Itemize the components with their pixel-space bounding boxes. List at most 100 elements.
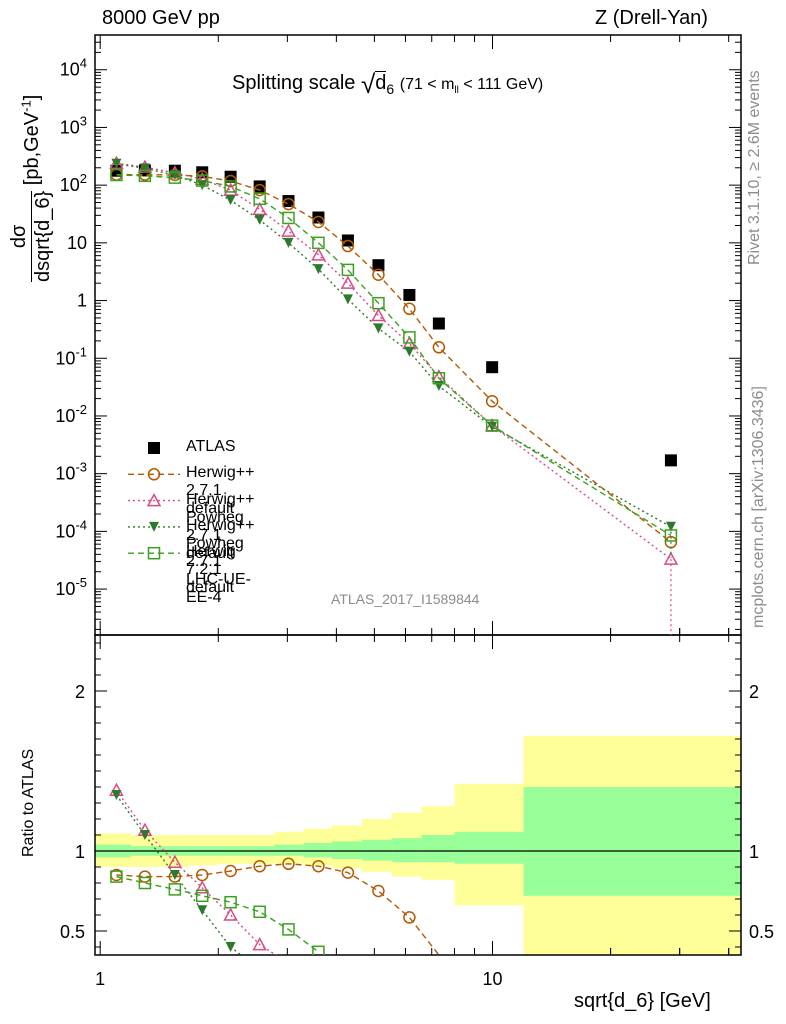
- marker-square-open: [168, 171, 182, 184]
- y-axis-label-ratio: Ratio to ATLAS: [20, 748, 37, 857]
- marker-square-open: [138, 169, 152, 183]
- ratio-plot-axes: 1 10 0.5 0.5 1 1 2 2: [60, 634, 774, 989]
- cut-text: (71 < m: [399, 76, 455, 93]
- marker-square-filled: [224, 170, 237, 183]
- marker-square-open: [664, 529, 678, 542]
- marker-square-filled: [282, 195, 295, 208]
- y-tick-exp: -3: [75, 460, 87, 475]
- marker-circle-open: [341, 239, 355, 253]
- ratio-y-tick-label-right: 2: [749, 682, 759, 702]
- ratio-series-line-1: [115, 789, 278, 955]
- ratio-frame: [94, 634, 742, 956]
- marker-square-open: [432, 372, 446, 385]
- y-tick-exp: -4: [75, 517, 87, 532]
- y-tick-label: 10: [67, 233, 87, 253]
- marker-square-open: [485, 419, 499, 432]
- marker-triangle-filled: [254, 214, 265, 225]
- ratio-y-tick-label-right: 0.5: [749, 922, 774, 942]
- ratio-y-tick-label: 1: [75, 842, 85, 862]
- y-tick-label: 10-4: [55, 517, 87, 541]
- band-inner: [523, 787, 741, 896]
- y-label-denominator: dsqrt{d_6}: [32, 190, 54, 282]
- marker-circle-open: [312, 215, 325, 229]
- marker-square-open: [253, 905, 266, 919]
- legend-label-h271: Herwig++ 2.7.1 default: [186, 464, 255, 518]
- marker-square-open: [403, 331, 416, 344]
- cut-sub: ll: [454, 85, 459, 97]
- marker-square-filled: [372, 259, 385, 272]
- y-tick-label: 10-1: [55, 344, 87, 368]
- y-tick-base: 10: [55, 579, 75, 599]
- marker-triangle-open: [167, 854, 183, 868]
- band-inner: [303, 843, 333, 858]
- marker-square-open: [312, 945, 325, 955]
- marker-square-open: [253, 192, 266, 206]
- marker-triangle-filled: [111, 790, 122, 800]
- legend-label-powheg-ue: Herwig++ Powheg 2.7.1 LHC-UE-EE-4: [186, 516, 255, 606]
- band-inner: [392, 838, 423, 863]
- marker-circle-open: [312, 859, 325, 873]
- marker-square-open: [282, 923, 295, 936]
- y-tick-label: 104: [60, 56, 87, 80]
- y-tick-base: 10: [55, 464, 75, 484]
- y-tick-exp: 2: [80, 171, 87, 186]
- marker-triangle-filled: [111, 158, 122, 169]
- header-energy: 8000 GeV pp: [102, 7, 220, 29]
- marker-square-filled: [403, 288, 416, 301]
- marker-triangle-open: [281, 223, 296, 237]
- legend-label-h721: Herwig 7.2.1 default: [186, 543, 236, 597]
- y-unit-end: ]: [21, 94, 44, 101]
- marker-triangle-open: [146, 493, 162, 507]
- y-tick-base: 10: [60, 175, 80, 195]
- marker-square-open: [224, 180, 237, 193]
- marker-triangle-filled: [342, 294, 353, 305]
- y-axis-label-top: dσ dsqrt{d_6} [pb,GeV-1]: [8, 95, 55, 282]
- y-tick-label: 103: [60, 113, 87, 137]
- y-tick-base: 10: [60, 60, 80, 80]
- y-tick-exp: -5: [75, 575, 87, 590]
- marker-circle-open: [282, 857, 295, 871]
- band-inner: [332, 841, 363, 859]
- marker-square-open: [110, 870, 123, 883]
- marker-triangle-filled: [373, 323, 384, 334]
- y-label-numerator: dσ: [8, 190, 32, 282]
- band-inner: [274, 844, 305, 856]
- marker-square-open: [312, 236, 325, 250]
- plot-title-cut: (71 < mll < 111 GeV): [399, 76, 543, 97]
- marker-circle-open: [485, 394, 499, 408]
- mcplots-label: mcplots.cern.ch [arXiv:1306.3436]: [750, 386, 767, 628]
- ratio-y-tick-label: 0.5: [60, 922, 85, 942]
- marker-triangle-filled: [404, 346, 415, 357]
- marker-triangle-open: [371, 307, 386, 322]
- header-process: Z (Drell-Yan): [595, 7, 708, 29]
- rivet-label: Rivet 3.1.10, ≥ 2.6M events: [746, 70, 763, 265]
- plot-title: Splitting scale √d6 (71 < mll < 111 GeV): [232, 65, 543, 99]
- marker-triangle-filled: [225, 195, 236, 206]
- marker-circle-open: [253, 859, 266, 873]
- marker-square-open: [168, 883, 182, 896]
- y-tick-label: 10-5: [55, 575, 87, 599]
- legend-label-atlas: ATLAS: [186, 438, 236, 455]
- marker-square-open: [147, 546, 161, 560]
- marker-square-open: [224, 895, 237, 909]
- marker-triangle-filled: [197, 180, 208, 191]
- marker-triangle-open: [194, 880, 210, 894]
- marker-triangle-filled: [139, 830, 150, 840]
- sqrt-sign: √: [360, 69, 376, 99]
- y-tick-base: 10: [55, 348, 75, 368]
- y-tick-base: 10: [60, 117, 80, 137]
- marker-square-filled: [432, 317, 445, 330]
- marker-triangle-open: [252, 937, 267, 951]
- y-tick-exp: -2: [75, 402, 87, 417]
- marker-square-open: [282, 211, 295, 225]
- marker-triangle-filled: [225, 942, 236, 952]
- y-unit-sup: -1: [18, 100, 34, 112]
- marker-square-open: [110, 168, 123, 182]
- marker-triangle-open: [340, 275, 356, 289]
- marker-triangle-filled: [169, 870, 180, 880]
- plot-title-sqrt-sub: 6: [386, 81, 395, 97]
- legend-markers: [128, 442, 180, 560]
- marker-circle-open: [403, 302, 416, 316]
- x-axis-label: sqrt{d_6} [GeV]: [574, 990, 711, 1012]
- y-label-unit: [pb,GeV-1]: [18, 94, 44, 186]
